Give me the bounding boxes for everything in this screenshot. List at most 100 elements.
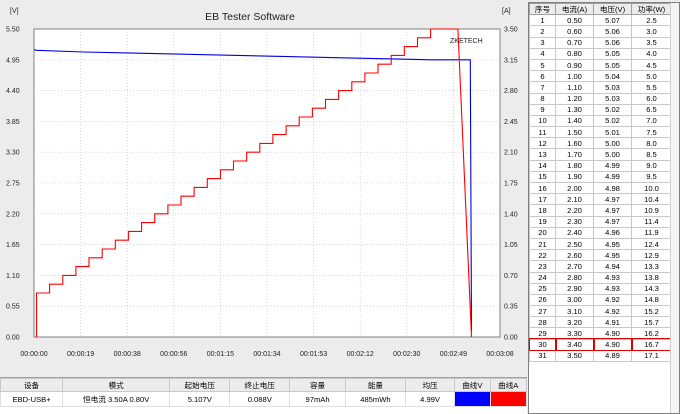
table-row[interactable]: 6 1.00 5.04 5.0 bbox=[529, 70, 672, 83]
table-row[interactable]: 28 3.20 4.91 15.7 bbox=[529, 316, 672, 329]
table-row[interactable]: 26 3.00 4.92 14.8 bbox=[529, 293, 672, 307]
cell-current: 2.70 bbox=[555, 260, 594, 273]
left-axis-unit: [V] bbox=[10, 8, 19, 15]
table-row[interactable]: 29 3.30 4.90 16.2 bbox=[529, 327, 672, 340]
table-row[interactable]: 3 0.70 5.06 3.5 bbox=[529, 36, 672, 49]
table-row[interactable]: 22 2.60 4.95 12.9 bbox=[529, 249, 672, 262]
table-row[interactable]: 17 2.10 4.97 10.4 bbox=[529, 193, 672, 206]
cell-index: 19 bbox=[529, 215, 556, 228]
cell-current: 1.00 bbox=[555, 70, 594, 83]
curve-a-swatch[interactable] bbox=[490, 392, 526, 406]
table-row[interactable]: 18 2.20 4.97 10.9 bbox=[529, 204, 672, 217]
table-row[interactable]: 2 0.60 5.06 3.0 bbox=[529, 25, 672, 38]
table-row[interactable]: 14 1.80 4.99 9.0 bbox=[529, 159, 672, 172]
cell-current: 1.70 bbox=[555, 148, 594, 161]
table-row[interactable]: 19 2.30 4.97 11.4 bbox=[529, 215, 672, 228]
table-row[interactable]: 5 0.90 5.05 4.5 bbox=[529, 58, 672, 72]
cell-power: 16.2 bbox=[631, 327, 672, 340]
x-tick-label: 00:00:00 bbox=[20, 351, 47, 358]
status-header-row: 设备 模式 起始电压 终止电压 容量 能量 均压 曲线V 曲线A bbox=[0, 378, 528, 392]
cell-current: 0.70 bbox=[555, 36, 594, 49]
table-row[interactable]: 9 1.30 5.02 6.5 bbox=[529, 103, 672, 116]
table-row[interactable]: 4 0.80 5.05 4.0 bbox=[529, 47, 672, 60]
cell-current: 0.90 bbox=[555, 58, 594, 72]
cell-power: 9.5 bbox=[631, 170, 672, 184]
table-row[interactable]: 20 2.40 4.96 11.9 bbox=[529, 226, 672, 239]
cell-power: 14.3 bbox=[631, 282, 672, 295]
right-tick-label: 0.00 bbox=[504, 335, 518, 342]
x-tick-label: 00:00:19 bbox=[67, 351, 94, 358]
table-row[interactable]: 13 1.70 5.00 8.5 bbox=[529, 148, 672, 161]
cell-power: 7.0 bbox=[631, 114, 672, 128]
cell-power: 5.5 bbox=[631, 81, 672, 94]
status-header-capacity: 容量 bbox=[289, 378, 346, 392]
table-scrollbar[interactable] bbox=[670, 3, 679, 413]
table-row[interactable]: 7 1.10 5.03 5.5 bbox=[529, 81, 672, 94]
cell-power: 3.0 bbox=[631, 25, 672, 38]
cell-index: 20 bbox=[529, 226, 556, 239]
curve-a-swatch-cell[interactable] bbox=[489, 391, 528, 407]
curve-v-swatch-cell[interactable] bbox=[454, 391, 491, 407]
cell-power: 8.5 bbox=[631, 148, 672, 161]
cell-voltage: 5.00 bbox=[593, 148, 632, 161]
table-row[interactable]: 21 2.50 4.95 12.4 bbox=[529, 237, 672, 251]
table-row[interactable]: 25 2.90 4.93 14.3 bbox=[529, 282, 672, 295]
cell-power: 11.9 bbox=[631, 226, 672, 239]
table-row[interactable]: 30 3.40 4.90 16.7 bbox=[529, 338, 673, 352]
chart: 5.50 4.95 4.40 3.85 3.30 2.75 2.20 1.65 1.10 0.55… bbox=[6, 8, 518, 358]
x-tick-label: 00:00:38 bbox=[114, 351, 141, 358]
cell-voltage: 5.01 bbox=[593, 126, 632, 139]
status-header-curve-v: 曲线V bbox=[454, 378, 491, 392]
table-row[interactable]: 12 1.60 5.00 8.0 bbox=[529, 137, 672, 150]
cell-power: 10.4 bbox=[631, 193, 672, 206]
left-tick-label: 0.00 bbox=[6, 335, 20, 342]
left-tick-label: 2.20 bbox=[6, 211, 20, 218]
right-tick-label: 1.05 bbox=[504, 242, 518, 249]
status-start-voltage: 5.107V bbox=[169, 391, 231, 407]
table-header-voltage[interactable]: 电压(V) bbox=[593, 3, 632, 16]
right-tick-label: 2.45 bbox=[504, 119, 518, 126]
cell-current: 1.20 bbox=[555, 92, 594, 105]
table-header-index[interactable]: 序号 bbox=[529, 3, 556, 16]
left-tick-label: 1.65 bbox=[6, 242, 20, 249]
table-row[interactable]: 10 1.40 5.02 7.0 bbox=[529, 114, 672, 128]
cell-power: 4.5 bbox=[631, 58, 672, 72]
status-header-end-voltage: 终止电压 bbox=[229, 378, 291, 392]
table-row[interactable]: 16 2.00 4.98 10.0 bbox=[529, 181, 672, 195]
table-row[interactable]: 11 1.50 5.01 7.5 bbox=[529, 126, 672, 139]
cell-index: 13 bbox=[529, 148, 556, 161]
cell-index: 5 bbox=[529, 58, 556, 72]
cell-index: 15 bbox=[529, 170, 556, 184]
cell-power: 6.5 bbox=[631, 103, 672, 116]
current-series-line bbox=[35, 28, 473, 338]
table-row[interactable]: 1 0.50 5.07 2.5 bbox=[529, 14, 672, 27]
cell-current: 2.60 bbox=[555, 249, 594, 262]
left-tick-label: 2.75 bbox=[6, 181, 20, 188]
curve-v-swatch[interactable] bbox=[455, 392, 490, 406]
cell-voltage: 5.00 bbox=[593, 137, 632, 150]
right-tick-label: 0.70 bbox=[504, 273, 518, 280]
x-tick-label: 00:01:34 bbox=[253, 351, 280, 358]
table-row[interactable]: 31 3.50 4.89 17.1 bbox=[529, 349, 672, 363]
cell-current: 3.10 bbox=[555, 305, 594, 318]
cell-power: 8.0 bbox=[631, 137, 672, 150]
cell-index: 23 bbox=[529, 260, 556, 273]
table-row[interactable]: 23 2.70 4.94 13.3 bbox=[529, 260, 672, 273]
right-axis-unit: [A] bbox=[502, 8, 511, 15]
table-row[interactable]: 27 3.10 4.92 15.2 bbox=[529, 305, 672, 318]
cell-voltage: 5.05 bbox=[593, 47, 632, 60]
table-header-current[interactable]: 电流(A) bbox=[555, 3, 594, 16]
table-row[interactable]: 15 1.90 4.99 9.5 bbox=[529, 170, 672, 184]
table-header-power[interactable]: 功率(W) bbox=[631, 3, 672, 16]
cell-power: 5.0 bbox=[631, 70, 672, 83]
table-row[interactable]: 8 1.20 5.03 6.0 bbox=[529, 92, 672, 105]
table-row[interactable]: 24 2.80 4.93 13.8 bbox=[529, 271, 672, 284]
left-tick-label: 4.95 bbox=[6, 57, 20, 64]
data-table[interactable]: 序号 电流(A) 电压(V) 功率(W) 1 0.50 5.07 2.5 2 0.60 5.… bbox=[528, 2, 680, 414]
cell-current: 3.40 bbox=[554, 338, 595, 352]
cell-power: 12.9 bbox=[631, 249, 672, 262]
cell-power: 3.5 bbox=[631, 36, 672, 49]
status-end-voltage: 0.088V bbox=[229, 391, 291, 407]
cell-index: 2 bbox=[529, 25, 556, 38]
